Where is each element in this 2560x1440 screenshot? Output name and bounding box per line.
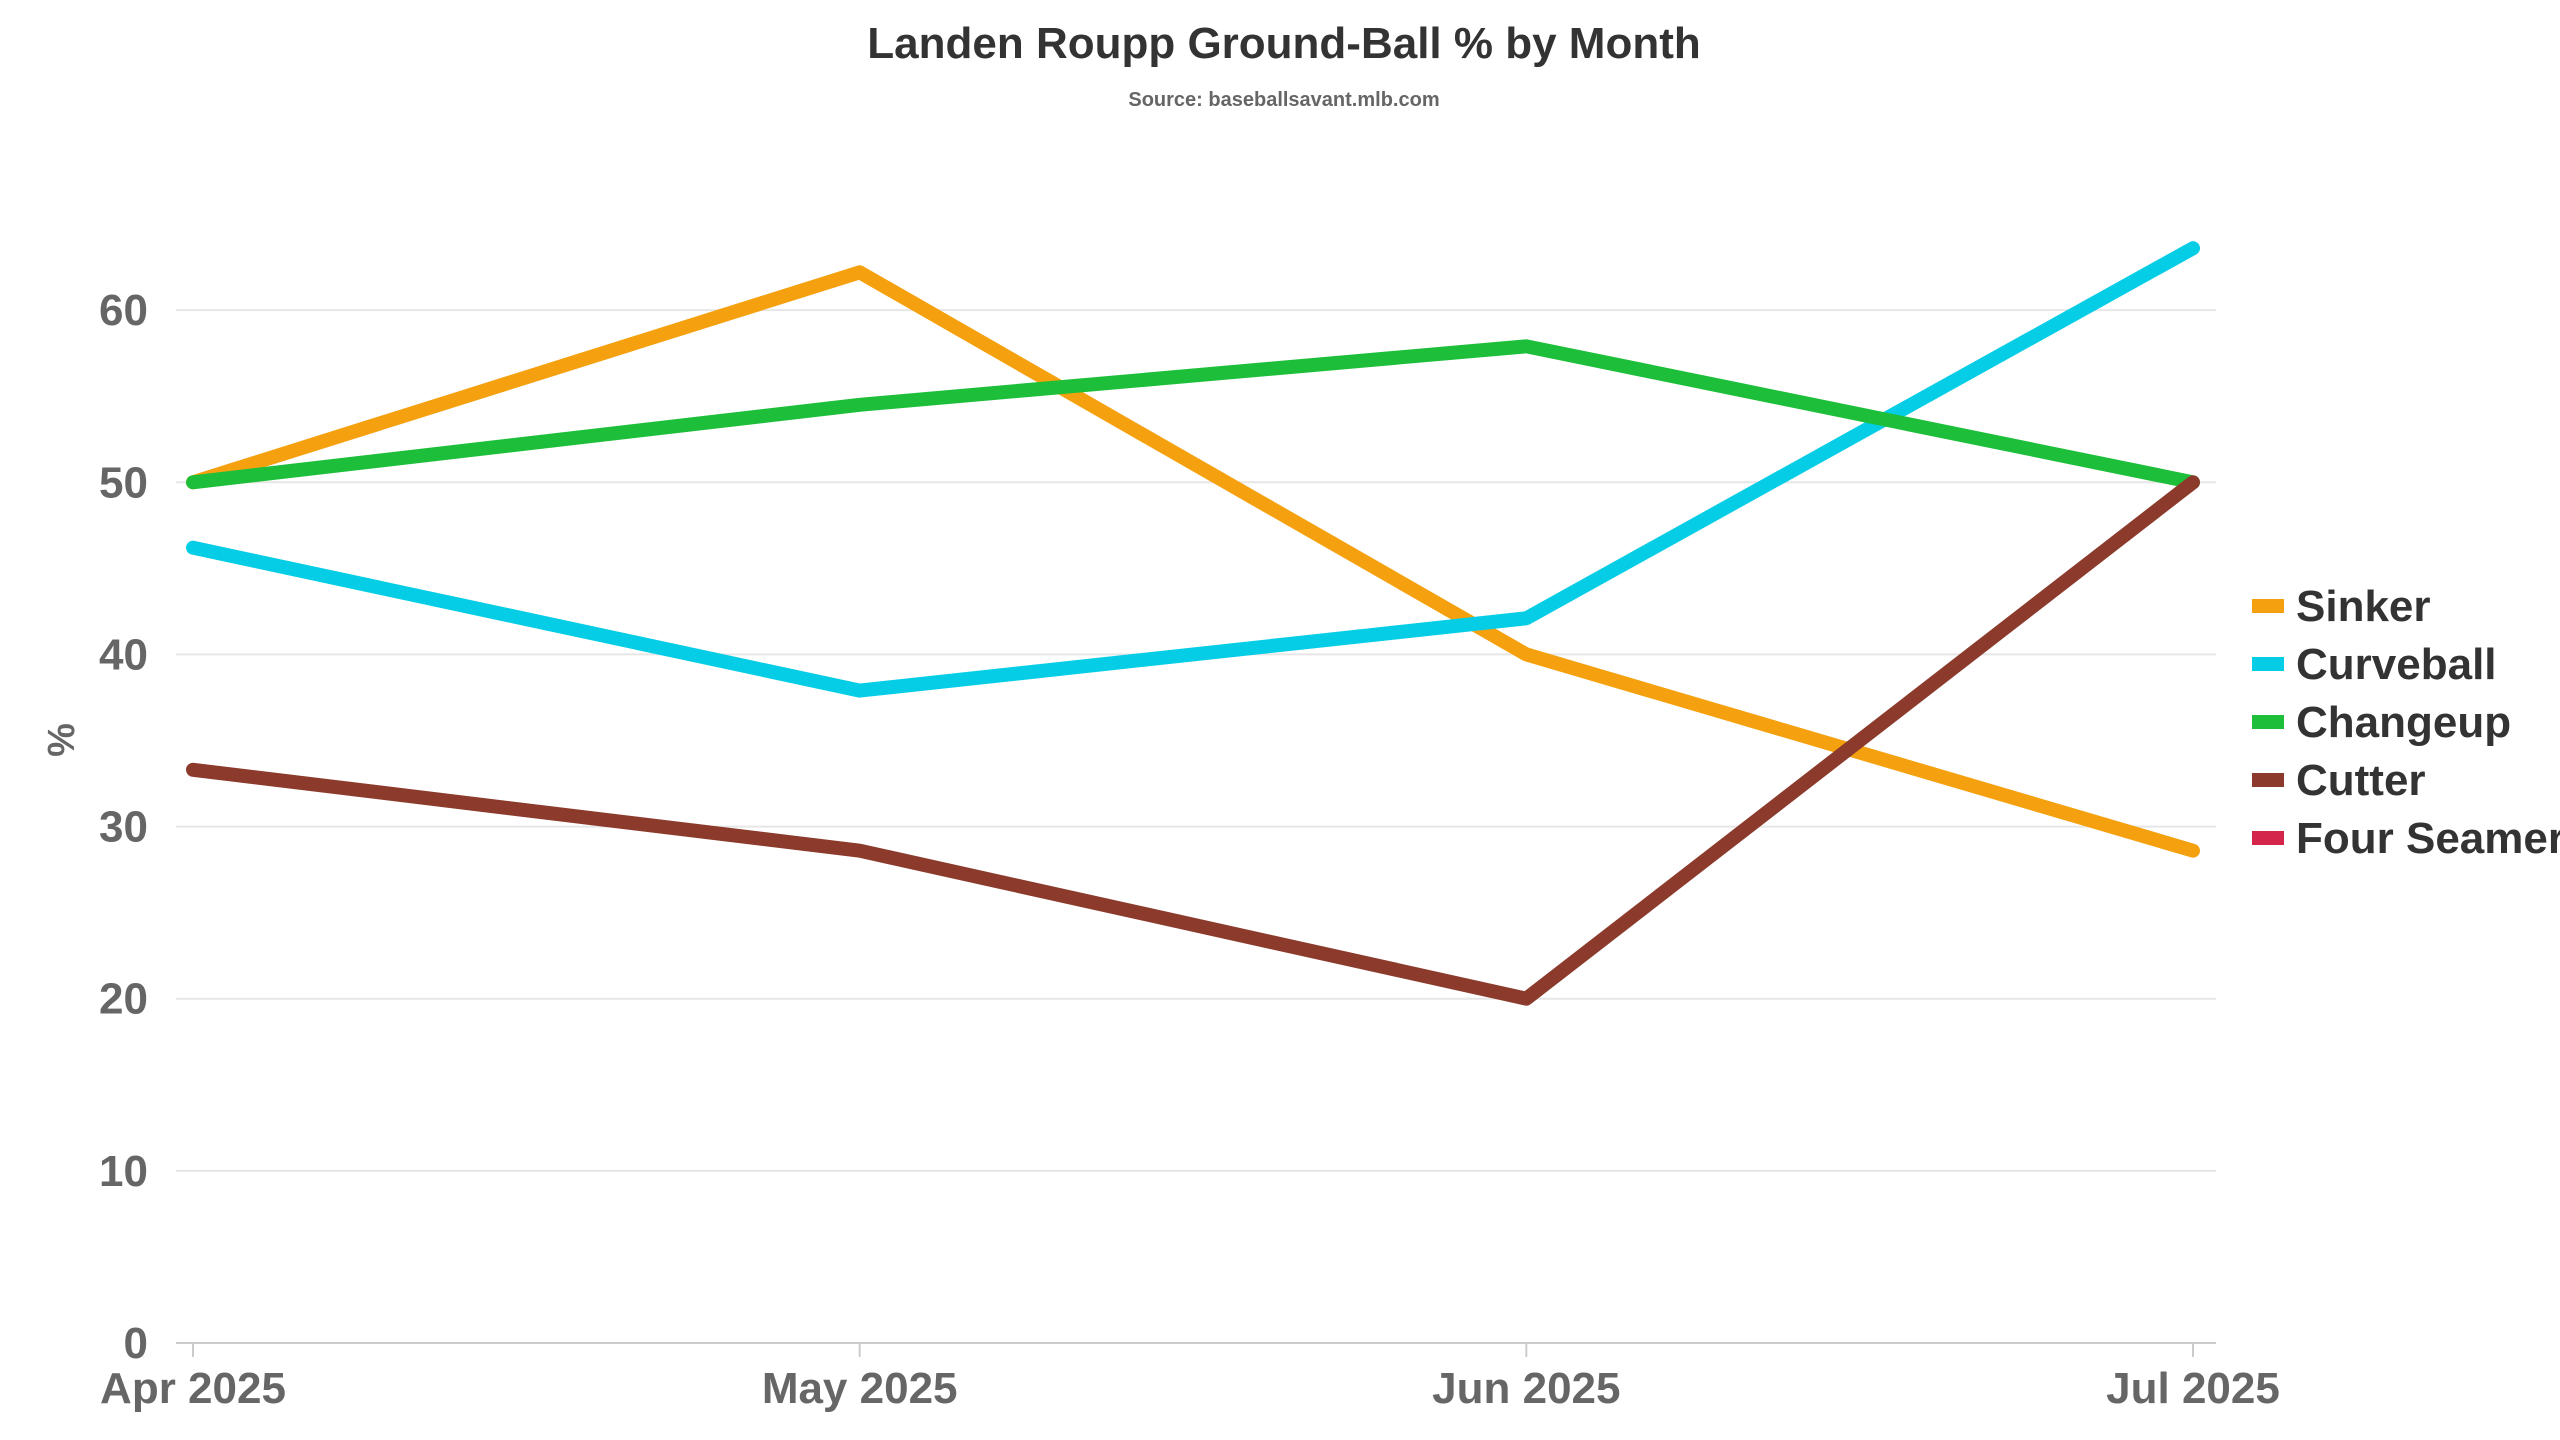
legend-swatch-sinker bbox=[2252, 599, 2284, 613]
legend-item-four-seamer: Four Seamer bbox=[2252, 814, 2560, 863]
chart-title: Landen Roupp Ground-Ball % by Month bbox=[867, 19, 1700, 68]
data-point-sinker-1 bbox=[855, 268, 864, 277]
y-tick-label-10: 10 bbox=[99, 1147, 148, 1196]
data-point-changeup-2 bbox=[1522, 342, 1531, 351]
legend-swatch-changeup bbox=[2252, 715, 2284, 729]
data-point-curveball-2 bbox=[1522, 614, 1531, 623]
series-lines bbox=[186, 241, 2200, 1006]
data-point-curveball-3 bbox=[2189, 244, 2197, 253]
legend-label-cutter: Cutter bbox=[2296, 756, 2426, 805]
x-tick-label-1: May 2025 bbox=[762, 1364, 958, 1413]
y-axis-title: % bbox=[41, 723, 83, 757]
legend-swatch-four-seamer bbox=[2252, 831, 2284, 845]
legend: Sinker Curveball Changeup Cutter Four Seamer bbox=[2252, 582, 2560, 863]
legend-label-four-seamer: Four Seamer bbox=[2296, 814, 2560, 863]
chart-subtitle: Source: baseballsavant.mlb.com bbox=[1128, 89, 1439, 111]
series-line-curveball bbox=[186, 241, 2200, 698]
data-point-sinker-2 bbox=[1522, 650, 1531, 659]
data-point-sinker-3 bbox=[2189, 846, 2197, 855]
data-point-curveball-0 bbox=[189, 543, 197, 552]
legend-swatch-curveball bbox=[2252, 657, 2284, 671]
series-line-sinker bbox=[186, 265, 2200, 858]
legend-label-sinker: Sinker bbox=[2296, 582, 2431, 631]
series-line-changeup bbox=[186, 339, 2200, 490]
data-point-cutter-2 bbox=[1522, 994, 1531, 1003]
legend-label-changeup: Changeup bbox=[2296, 698, 2511, 747]
legend-label-curveball: Curveball bbox=[2296, 640, 2497, 689]
legend-item-sinker: Sinker bbox=[2252, 582, 2431, 631]
x-tick-label-3: Jul 2025 bbox=[2106, 1364, 2280, 1413]
data-point-changeup-1 bbox=[855, 400, 864, 409]
gridlines bbox=[176, 309, 2216, 1172]
legend-swatch-cutter bbox=[2252, 773, 2284, 787]
data-point-cutter-1 bbox=[855, 846, 864, 855]
legend-item-changeup: Changeup bbox=[2252, 698, 2511, 747]
legend-item-curveball: Curveball bbox=[2252, 640, 2497, 689]
y-tick-label-50: 50 bbox=[99, 458, 148, 507]
y-tick-label-20: 20 bbox=[99, 975, 148, 1024]
axes: 0 10 20 30 40 50 60 Apr 2025 May 2025 Jun 2025 Jul… bbox=[99, 286, 2280, 1413]
y-tick-label-60: 60 bbox=[99, 286, 148, 335]
series-line-cutter bbox=[186, 475, 2200, 1006]
data-point-cutter-0 bbox=[189, 765, 197, 774]
y-tick-label-0: 0 bbox=[124, 1319, 148, 1368]
y-tick-label-40: 40 bbox=[99, 630, 148, 679]
data-point-curveball-1 bbox=[855, 686, 864, 695]
x-tick-label-2: Jun 2025 bbox=[1432, 1364, 1620, 1413]
y-tick-label-30: 30 bbox=[99, 803, 148, 852]
legend-item-cutter: Cutter bbox=[2252, 756, 2426, 805]
x-tick-label-0: Apr 2025 bbox=[100, 1364, 286, 1413]
data-point-cutter-3 bbox=[2189, 478, 2197, 487]
data-point-changeup-0 bbox=[189, 478, 197, 487]
